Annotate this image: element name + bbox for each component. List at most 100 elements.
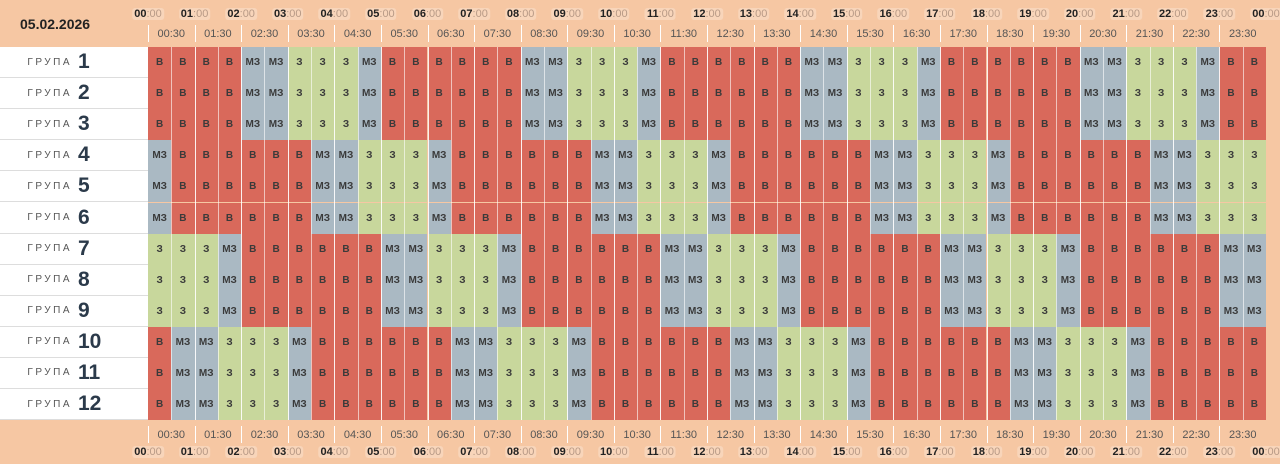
- hour-value: 00: [134, 8, 147, 20]
- schedule-cell: В: [194, 171, 218, 203]
- schedule-cell: В: [287, 171, 312, 203]
- axis-divider: [287, 25, 289, 42]
- grid-divider: [1219, 47, 1221, 421]
- half-hour-label: 02:30: [250, 28, 279, 40]
- schedule-cell: В: [334, 358, 358, 390]
- schedule-cell: В: [753, 171, 777, 203]
- schedule-cell: З: [497, 358, 521, 390]
- schedule-cell: В: [543, 171, 568, 203]
- minute-suffix: :00: [193, 446, 209, 458]
- schedule-cell: МЗ: [1033, 389, 1057, 421]
- schedule-cell: МЗ: [800, 78, 824, 110]
- half-hour-label: 16:30: [902, 429, 931, 441]
- schedule-cell: В: [893, 295, 917, 327]
- schedule-cell: З: [800, 389, 824, 421]
- schedule-cell: МЗ: [1079, 78, 1103, 110]
- hour-value: 10: [600, 8, 613, 20]
- schedule-cell: З: [1219, 140, 1243, 172]
- schedule-cell: В: [171, 202, 195, 234]
- schedule-cell: З: [450, 264, 475, 296]
- half-hour-label: 00:30: [157, 429, 186, 441]
- hour-value: 18: [972, 8, 985, 20]
- schedule-cell: З: [334, 47, 358, 79]
- half-hour-label: 19:30: [1042, 429, 1071, 441]
- axis-divider: [846, 426, 848, 443]
- schedule-cell: МЗ: [217, 295, 242, 327]
- hour-label: 03:00: [271, 446, 304, 458]
- group-label: ГРУПА 12: [0, 389, 148, 421]
- schedule-cell: В: [380, 358, 405, 390]
- schedule-cell: МЗ: [939, 233, 964, 265]
- hour-label: 02:00: [225, 446, 257, 458]
- grid-divider: [404, 47, 406, 421]
- axis-divider: [241, 426, 243, 443]
- half-hour-label: 07:30: [483, 429, 512, 441]
- minute-suffix: :00: [845, 446, 861, 458]
- schedule-cell: В: [1149, 295, 1173, 327]
- minute-suffix: :00: [752, 446, 768, 458]
- schedule-cell: В: [1172, 295, 1197, 327]
- schedule-cell: В: [171, 140, 195, 172]
- schedule-cell: В: [963, 78, 987, 110]
- schedule-cell: З: [334, 78, 358, 110]
- schedule-cell: З: [1079, 326, 1103, 358]
- schedule-cell: З: [986, 264, 1010, 296]
- schedule-cell: МЗ: [287, 326, 312, 358]
- schedule-cell: В: [311, 295, 335, 327]
- schedule-cell: З: [1242, 140, 1266, 172]
- schedule-cell: З: [1056, 389, 1080, 421]
- schedule-cell: В: [474, 202, 498, 234]
- schedule-cell: З: [613, 109, 638, 141]
- half-hour-label: 03:30: [297, 28, 325, 40]
- schedule-cell: В: [264, 202, 288, 234]
- schedule-cell: В: [171, 78, 195, 110]
- hour-value: 12: [693, 8, 706, 20]
- schedule-cell: МЗ: [683, 233, 707, 265]
- grid-divider: [334, 47, 336, 421]
- axis-divider: [1219, 25, 1221, 42]
- schedule-cell: В: [311, 358, 335, 390]
- schedule-cell: В: [660, 389, 684, 421]
- hour-label: 20:00: [1063, 8, 1096, 20]
- grid-divider: [357, 47, 359, 421]
- schedule-cell: В: [1196, 358, 1220, 390]
- minute-suffix: :00: [425, 8, 442, 20]
- schedule-cell: МЗ: [1079, 109, 1103, 141]
- hour-label: 20:00: [1063, 446, 1096, 458]
- hour-value: 05: [367, 446, 380, 458]
- schedule-cell: В: [171, 109, 195, 141]
- axis-divider: [567, 426, 569, 443]
- schedule-cell: В: [241, 202, 265, 234]
- hour-value: 19: [1019, 446, 1032, 458]
- hour-value: 04: [320, 8, 333, 20]
- schedule-cell: В: [637, 264, 661, 296]
- half-hour-label: 00:30: [157, 28, 186, 40]
- schedule-cell: В: [707, 47, 731, 79]
- schedule-cell: З: [753, 233, 777, 265]
- hour-label: 15:00: [830, 8, 863, 20]
- axis-divider: [660, 426, 662, 443]
- schedule-cell: З: [1056, 326, 1080, 358]
- schedule-cell: В: [264, 295, 288, 327]
- schedule-cell: МЗ: [776, 264, 801, 296]
- axis-divider: [1172, 25, 1174, 42]
- schedule-cell: МЗ: [1219, 295, 1243, 327]
- grid-divider: [450, 47, 452, 421]
- hour-label: 10:00: [598, 446, 630, 458]
- half-hour-label: 04:30: [343, 429, 372, 441]
- schedule-cell: З: [963, 171, 987, 203]
- minute-suffix: :00: [239, 8, 255, 20]
- half-hour-label: 22:30: [1182, 28, 1210, 40]
- hour-value: 05: [367, 8, 380, 20]
- schedule-cell: В: [870, 326, 894, 358]
- half-hour-label: 21:30: [1135, 429, 1164, 441]
- schedule-cell: В: [613, 326, 638, 358]
- schedule-cell: МЗ: [776, 295, 801, 327]
- schedule-cell: В: [497, 109, 521, 141]
- schedule-cell: В: [380, 389, 405, 421]
- grid-divider: [241, 47, 243, 421]
- hour-label: 00:00: [132, 8, 164, 20]
- minute-suffix: :00: [1264, 8, 1280, 20]
- schedule-cell: МЗ: [1149, 171, 1173, 203]
- schedule-cell: МЗ: [1033, 358, 1057, 390]
